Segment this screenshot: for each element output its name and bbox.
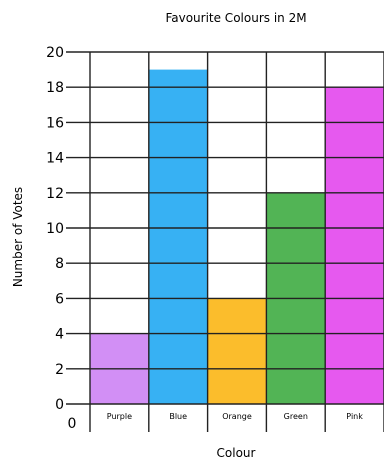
x-axis-label: Colour	[217, 446, 256, 460]
y-tick-label-6: 6	[55, 291, 64, 307]
x-tick-label-pink: Pink	[346, 412, 363, 421]
y-tick-label-2: 2	[55, 362, 64, 378]
y-tick-label-10: 10	[46, 221, 64, 237]
y-tick-label-18: 18	[46, 80, 64, 96]
y-tick-label-0: 0	[55, 397, 64, 413]
y-tick-label-12: 12	[46, 186, 64, 202]
x-tick-label-orange: Orange	[222, 412, 252, 421]
x-tick-label-green: Green	[284, 412, 308, 421]
y-tick-label-14: 14	[46, 151, 64, 167]
origin-label: 0	[68, 416, 77, 432]
y-tick-label-20: 20	[46, 45, 64, 61]
x-tick-label-purple: Purple	[107, 412, 132, 421]
bar-orange	[207, 298, 267, 404]
y-tick-label-4: 4	[55, 327, 64, 343]
bar-pink	[325, 87, 384, 404]
x-tick-label-blue: Blue	[169, 412, 187, 421]
chart-title: Favourite Colours in 2M	[165, 11, 306, 25]
y-tick-label-16: 16	[46, 115, 64, 131]
plot-area: 0 2 4 6 8 10 12 14 16 18 20 Purple Blue Orange Green Pi…	[46, 45, 384, 432]
bar-blue	[148, 69, 208, 404]
y-axis-label: Number of Votes	[11, 187, 25, 287]
y-tick-label-8: 8	[55, 256, 64, 272]
